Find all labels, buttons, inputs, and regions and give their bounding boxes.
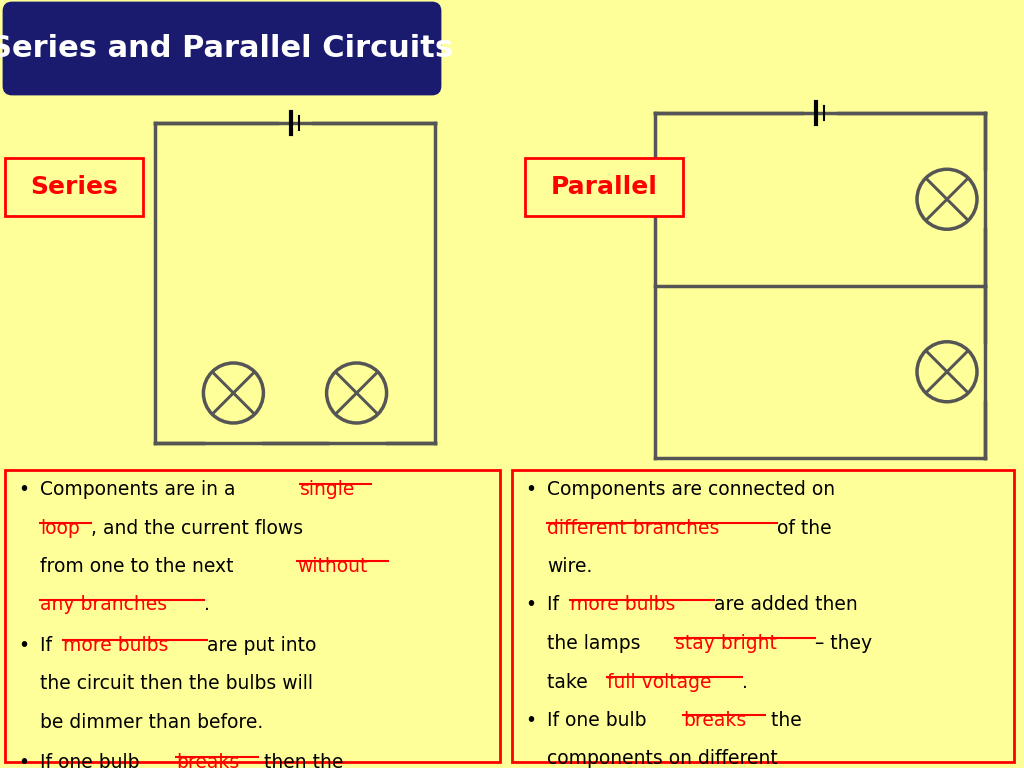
- Text: more bulbs: more bulbs: [570, 595, 682, 614]
- Text: components on different: components on different: [547, 750, 778, 768]
- Text: Components are connected on: Components are connected on: [547, 480, 836, 499]
- Text: are added then: are added then: [714, 595, 858, 614]
- Text: any branches: any branches: [40, 595, 167, 614]
- Text: more bulbs: more bulbs: [63, 636, 175, 655]
- Text: the circuit then the bulbs will: the circuit then the bulbs will: [40, 674, 313, 694]
- Text: breaks: breaks: [683, 711, 746, 730]
- Text: •: •: [18, 636, 29, 655]
- FancyBboxPatch shape: [512, 470, 1014, 762]
- Text: .: .: [204, 595, 210, 614]
- Text: If one bulb: If one bulb: [40, 753, 145, 768]
- Text: •: •: [18, 480, 29, 499]
- Text: – they: – they: [814, 634, 871, 653]
- Text: stay bright: stay bright: [676, 634, 783, 653]
- FancyBboxPatch shape: [525, 158, 683, 216]
- Text: •: •: [525, 595, 537, 614]
- Text: Components are in a: Components are in a: [40, 480, 242, 499]
- Text: Series and Parallel Circuits: Series and Parallel Circuits: [0, 34, 454, 63]
- Text: •: •: [18, 753, 29, 768]
- Text: wire.: wire.: [547, 557, 592, 576]
- Text: from one to the next: from one to the next: [40, 557, 240, 576]
- Text: take: take: [547, 673, 594, 691]
- Text: be dimmer than before.: be dimmer than before.: [40, 713, 263, 732]
- Text: the lamps: the lamps: [547, 634, 646, 653]
- Text: different branches: different branches: [547, 518, 725, 538]
- Text: Parallel: Parallel: [551, 175, 657, 199]
- Text: Series: Series: [30, 175, 118, 199]
- Text: .: .: [742, 673, 749, 691]
- Text: If: If: [40, 636, 58, 655]
- Text: If one bulb: If one bulb: [547, 711, 652, 730]
- Text: •: •: [525, 480, 537, 499]
- Text: •: •: [525, 711, 537, 730]
- Text: If: If: [547, 595, 565, 614]
- Text: of the: of the: [777, 518, 831, 538]
- Text: single: single: [300, 480, 355, 499]
- Text: the: the: [765, 711, 802, 730]
- Text: then the: then the: [258, 753, 343, 768]
- Text: , and the current flows: , and the current flows: [91, 518, 303, 538]
- FancyBboxPatch shape: [5, 158, 143, 216]
- Text: loop: loop: [40, 518, 80, 538]
- Text: are put into: are put into: [207, 636, 316, 655]
- FancyBboxPatch shape: [4, 3, 440, 94]
- Text: full voltage: full voltage: [607, 673, 712, 691]
- Text: breaks: breaks: [176, 753, 240, 768]
- Text: without: without: [297, 557, 368, 576]
- FancyBboxPatch shape: [5, 470, 500, 762]
